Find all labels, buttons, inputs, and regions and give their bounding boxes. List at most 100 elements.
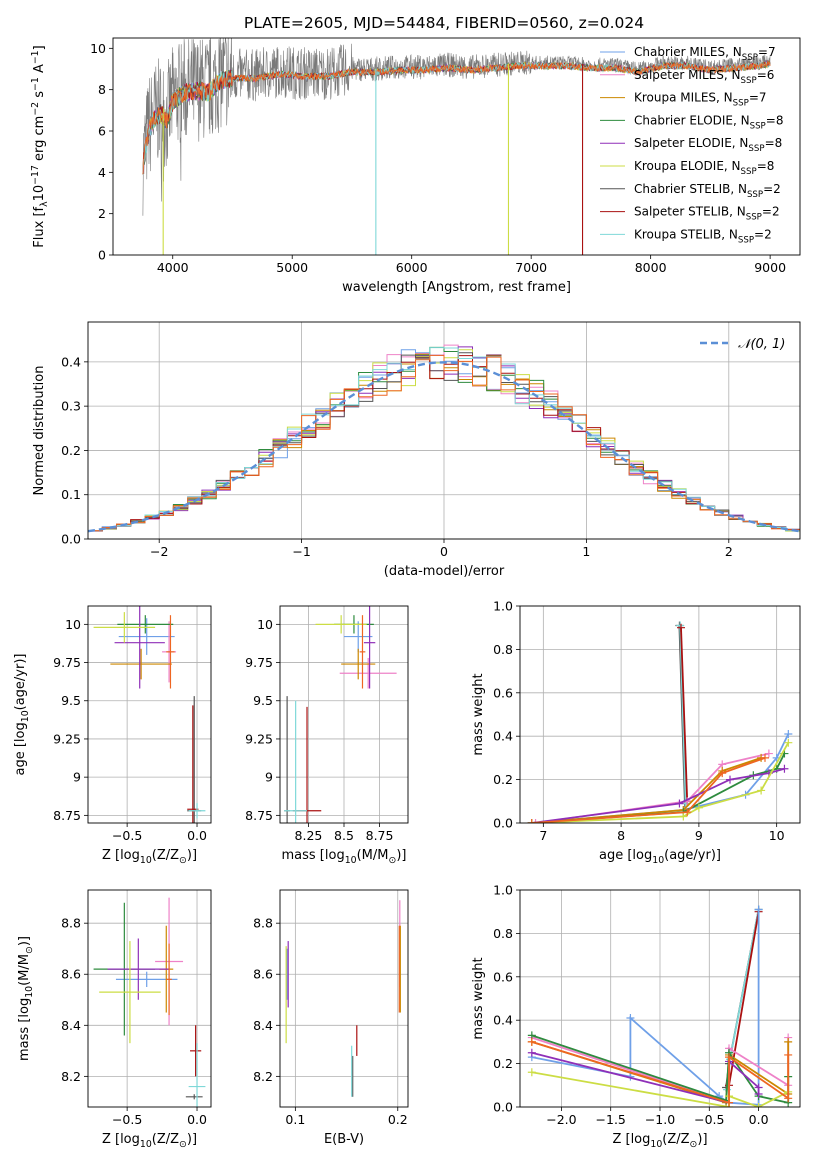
weight-marker-extra-orange (683, 808, 692, 817)
y-axis-label: Flux [fλ10−17 erg cm−2 s−1 A−1] (30, 45, 50, 247)
weight-marker-extra-orange (527, 819, 536, 823)
plot-area (284, 606, 397, 823)
x-tick-label: 0.0 (749, 1112, 769, 1127)
y-tick-label: 1.0 (493, 883, 513, 898)
legend-label-kroupa-elodie: Kroupa ELODIE, NSSP=8 (634, 159, 774, 177)
plot-area (527, 621, 793, 823)
weight-line-extra-orange (531, 757, 766, 823)
weight-marker-kroupa-miles (784, 1037, 793, 1046)
x-tick-label: −2 (150, 544, 168, 559)
legend-label-salpeter-miles: Salpeter MILES, NSSP=6 (634, 68, 774, 86)
x-tick-label: 8 (617, 828, 625, 843)
label-part: −1 (30, 77, 41, 91)
legend-label-normal: 𝒩(0, 1) (738, 337, 785, 352)
label-part: mass [log (17, 998, 32, 1061)
weight-marker-kroupa-elodie (784, 738, 793, 747)
label-part: −1 (30, 50, 41, 64)
weight-marker-kroupa-elodie (679, 812, 688, 821)
label-part: (age/yr)] (664, 848, 721, 863)
label-part: SSP (746, 213, 762, 223)
label-part: )] (697, 1132, 707, 1147)
spectrum-panel: 4000 5000 6000 7000 8000 9000 0 2 4 6 8 10 wavelengt… (30, 37, 801, 295)
legend-label-salpeter-elodie: Salpeter ELODIE, NSSP=8 (634, 136, 782, 154)
x-tick-label: 8.5 (334, 828, 354, 843)
x-tick-label: 0.0 (187, 828, 207, 843)
weight-line-salpeter-stelib (728, 911, 760, 1086)
label-part: 10 (140, 855, 152, 866)
label-part: ⊙ (388, 855, 396, 866)
label-part: SSP (741, 167, 757, 177)
label-part: −17 (30, 165, 41, 185)
label-part: )] (187, 848, 197, 863)
label-part: Chabrier MILES, N (634, 45, 742, 59)
y-tick-label: 0.4 (493, 729, 513, 744)
weight-marker-chabrier-miles (626, 1014, 635, 1023)
label-part: =2 (763, 182, 781, 196)
y-tick-label: 8.75 (53, 808, 81, 823)
weight-marker-extra-orange (527, 1037, 536, 1046)
label-part: Kroupa MILES, N (634, 91, 733, 105)
label-part: =7 (749, 91, 767, 105)
y-tick-label: 9 (265, 770, 273, 785)
weight-marker-salpeter-elodie (675, 799, 684, 808)
normal-distribution-curve (88, 361, 800, 533)
x-tick-label: 4000 (157, 260, 189, 275)
plot-area (88, 344, 800, 533)
weight-marker-salpeter-miles (764, 749, 773, 758)
label-part: Kroupa STELIB, N (634, 227, 738, 241)
plot-area (142, 38, 771, 255)
legend-label-chabrier-elodie: Chabrier ELODIE, NSSP=8 (634, 113, 783, 131)
x-axis-label: Z [log10(Z/Z⊙)] (102, 1132, 197, 1150)
y-tick-label: 9.25 (245, 731, 273, 746)
x-tick-label: 0.0 (187, 1112, 207, 1127)
weight-line-chabrier-miles (531, 733, 790, 823)
weight-line-kroupa-miles (531, 757, 762, 823)
label-part: SSP (747, 190, 763, 200)
x-tick-label: 2 (725, 544, 733, 559)
x-tick-label: 1 (582, 544, 590, 559)
label-part: 10 (24, 986, 35, 998)
y-tick-label: 8.4 (61, 1018, 81, 1033)
x-tick-label: 0 (440, 544, 448, 559)
plot-area (527, 905, 793, 1107)
label-part: Z [log (612, 1132, 650, 1147)
label-part: 10 (650, 1139, 662, 1150)
y-tick-label: 0.2 (493, 1056, 513, 1071)
y-tick-label: 0.0 (493, 816, 513, 831)
axes-frame (87, 321, 801, 540)
y-tick-label: 0 (98, 248, 106, 263)
label-part: Z [log (102, 1132, 140, 1147)
y-tick-label: 2 (98, 206, 106, 221)
y-tick-label: 8.6 (61, 967, 81, 982)
y-tick-label: 0.0 (61, 532, 81, 547)
y-tick-label: 8.75 (245, 808, 273, 823)
x-tick-label: 8000 (635, 260, 667, 275)
label-part: mass [log (282, 848, 345, 863)
weight-marker-kroupa-elodie (694, 803, 703, 812)
y-tick-label: 0.4 (493, 1013, 513, 1028)
legend-label-kroupa-miles: Kroupa MILES, NSSP=7 (634, 91, 767, 109)
label-part: SSP (748, 144, 764, 154)
label-part: SSP (738, 235, 754, 245)
legend-label-kroupa-stelib: Kroupa STELIB, NSSP=2 (634, 227, 772, 245)
x-axis-label: E(B-V) (324, 1132, 364, 1147)
y-axis-label: mass [log10(M/M⊙)] (17, 936, 35, 1061)
label-part: )] (187, 1132, 197, 1147)
y-tick-label: 8.8 (61, 916, 81, 931)
y-tick-label: 0.3 (61, 399, 81, 414)
y-tick-label: 0.0 (493, 1100, 513, 1115)
label-part: Salpeter ELODIE, N (634, 136, 748, 150)
y-axis-label: age [log10(age/yr)] (13, 654, 31, 776)
label-part: Salpeter STELIB, N (634, 205, 746, 219)
weight-marker-extra-orange (725, 1053, 734, 1062)
weight-marker-extra-orange (761, 753, 769, 762)
weight-marker-extra-orange (718, 769, 727, 778)
label-part: −2 (30, 102, 41, 116)
label-part: Flux [f (32, 206, 47, 247)
mass-vs-metallicity-panel: −0.5 0.08.28.48.68.8Z [log10(Z/Z⊙)]mass [… (17, 889, 212, 1150)
x-tick-label: 0.1 (285, 1112, 305, 1127)
axes-frame (519, 889, 801, 1108)
